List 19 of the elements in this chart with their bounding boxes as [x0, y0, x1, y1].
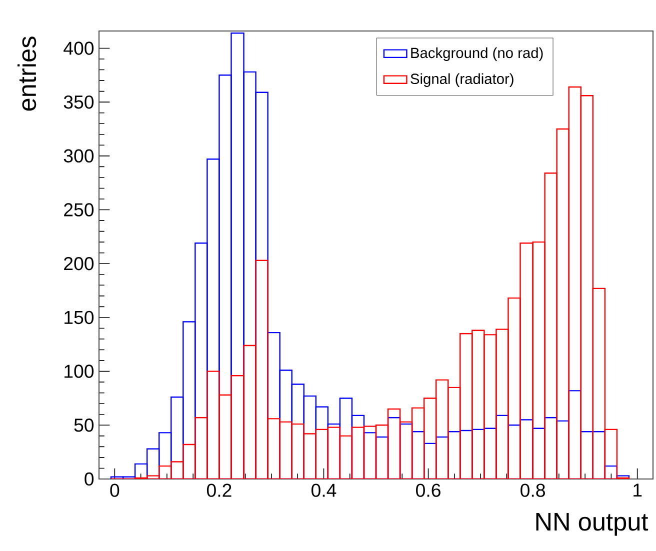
y-tick-label: 200 [64, 256, 94, 270]
y-tick-label: 300 [64, 149, 94, 163]
y-tick-label: 50 [74, 418, 94, 432]
legend-label: Background (no rad) [411, 47, 543, 61]
y-tick-label: 0 [84, 472, 94, 486]
y-tick-label: 400 [64, 42, 94, 55]
y-tick-label: 150 [64, 310, 94, 324]
legend-label: Signal (radiator) [410, 73, 514, 87]
x-tick-label: 1 [634, 484, 642, 497]
y-axis-title: entries [18, 36, 36, 111]
x-axis-title: NN output [536, 513, 648, 536]
x-tick-label: 0.6 [416, 484, 440, 497]
x-tick-label: 0.8 [520, 484, 545, 497]
y-tick-label: 250 [64, 203, 94, 216]
y-tick-label: 100 [64, 364, 94, 378]
y-tick-label: 350 [64, 95, 94, 109]
x-tick-label: 0.2 [206, 484, 232, 497]
x-tick-label: 0 [110, 484, 120, 497]
x-tick-label: 0.4 [312, 484, 336, 497]
